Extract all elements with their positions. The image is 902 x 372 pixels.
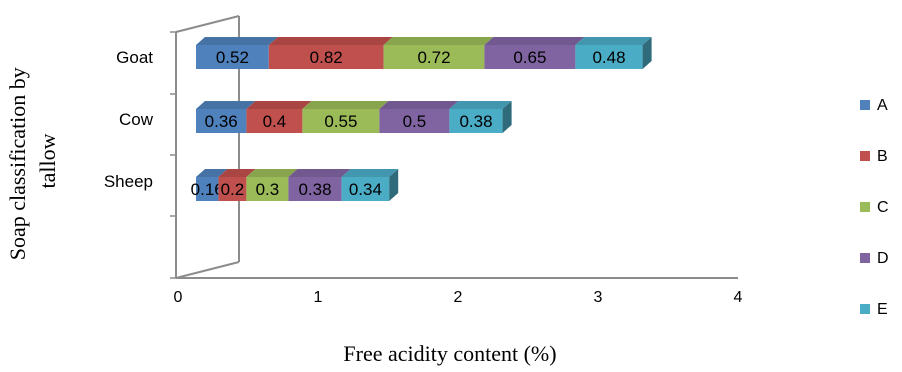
legend-label-a: A (877, 97, 888, 114)
bar-side-e-goat (642, 37, 652, 69)
bar-b-goat (268, 45, 384, 69)
x-tick-label: 1 (314, 289, 323, 306)
bar-group-cow: 0.36 0.4 0.55 0.5 0.38 (196, 101, 512, 133)
data-label-c-sheep: 0.3 (256, 180, 280, 199)
legend-label-c: C (877, 199, 889, 216)
bar-top-d-goat (484, 37, 585, 45)
data-label-e-sheep: 0.34 (349, 180, 382, 199)
bar-top-e-sheep (341, 169, 399, 177)
left-wall-top-edge (175, 15, 240, 33)
bar-top-b-sheep (218, 169, 256, 177)
legend-swatch-b (860, 151, 870, 161)
bar-a-cow (196, 109, 247, 133)
bar-c-cow (302, 109, 380, 133)
x-tick-label: 2 (454, 289, 463, 306)
x-axis-title: Free acidity content (%) (343, 341, 556, 366)
bar-side-e-sheep (389, 169, 399, 201)
bar-top-b-goat (268, 37, 393, 45)
bar-top-a-sheep (196, 169, 228, 177)
bar-top-b-cow (246, 101, 312, 109)
data-label-b-sheep: 0.2 (221, 180, 245, 199)
category-label-cow: Cow (119, 110, 154, 129)
bar-top-a-goat (196, 37, 278, 45)
bar-top-e-goat (575, 37, 652, 45)
data-label-d-sheep: 0.38 (298, 180, 331, 199)
legend-label-b: B (877, 148, 888, 165)
data-label-b-goat: 0.82 (310, 48, 343, 67)
legend-label-d: D (877, 250, 889, 267)
bar-side-e-cow (502, 101, 512, 133)
legend: A B C D E (860, 97, 889, 318)
bar-c-goat (383, 45, 485, 69)
bar-d-sheep (288, 177, 342, 201)
bar-c-sheep (246, 177, 289, 201)
data-label-d-goat: 0.65 (513, 48, 546, 67)
data-label-e-cow: 0.38 (459, 112, 492, 131)
y-axis-title-line-2: tallow (35, 133, 60, 188)
floor-edge (175, 261, 240, 279)
bar-group-goat: 0.52 0.82 0.72 0.65 0.48 (196, 37, 652, 69)
bar-a-sheep (196, 177, 219, 201)
x-axis-tick-labels: 0 1 2 3 4 (174, 289, 743, 306)
legend-swatch-c (860, 202, 870, 212)
bar-top-c-goat (383, 37, 494, 45)
bar-top-d-sheep (288, 169, 351, 177)
legend-swatch-d (860, 253, 870, 263)
bar-e-sheep (341, 177, 390, 201)
bar-b-sheep (218, 177, 247, 201)
bar-b-cow (246, 109, 303, 133)
x-tick-label: 0 (174, 289, 183, 306)
bar-top-c-cow (302, 101, 389, 109)
data-label-a-sheep: 0.16 (191, 180, 224, 199)
legend-label-e: E (877, 301, 888, 318)
bar-group-sheep: 0.160.2 0.3 0.38 0.34 (191, 169, 399, 201)
y-axis-title-line-1: Soap classification by (5, 67, 30, 260)
y-axis-title: Soap classification by tallow (5, 62, 60, 261)
bar-e-goat (575, 45, 643, 69)
data-label-a-goat: 0.52 (216, 48, 249, 67)
bar-a-goat (196, 45, 269, 69)
legend-swatch-a (860, 100, 870, 110)
bar-e-cow (449, 109, 503, 133)
bar-d-goat (484, 45, 576, 69)
bars: 0.160.2 0.3 0.38 0.34 0.36 0.4 0.55 0.5 0.38 0.52… (191, 37, 652, 201)
data-label-a-cow: 0.36 (205, 112, 238, 131)
bar-top-c-sheep (246, 169, 298, 177)
data-label-c-goat: 0.72 (417, 48, 450, 67)
x-tick-label: 4 (734, 289, 743, 306)
y-axis-ticks (170, 31, 176, 279)
data-label-c-cow: 0.55 (324, 112, 357, 131)
category-labels: Sheep Cow Goat (104, 48, 154, 191)
category-label-sheep: Sheep (104, 172, 153, 191)
data-label-b-cow: 0.4 (263, 112, 287, 131)
bar-top-e-cow (449, 101, 512, 109)
bar-top-a-cow (196, 101, 256, 109)
data-label-d-cow: 0.5 (403, 112, 427, 131)
bar-d-cow (379, 109, 450, 133)
data-label-e-goat: 0.48 (592, 48, 625, 67)
category-label-goat: Goat (116, 48, 153, 67)
x-tick-label: 3 (594, 289, 603, 306)
legend-swatch-e (860, 304, 870, 314)
bar-top-d-cow (379, 101, 459, 109)
